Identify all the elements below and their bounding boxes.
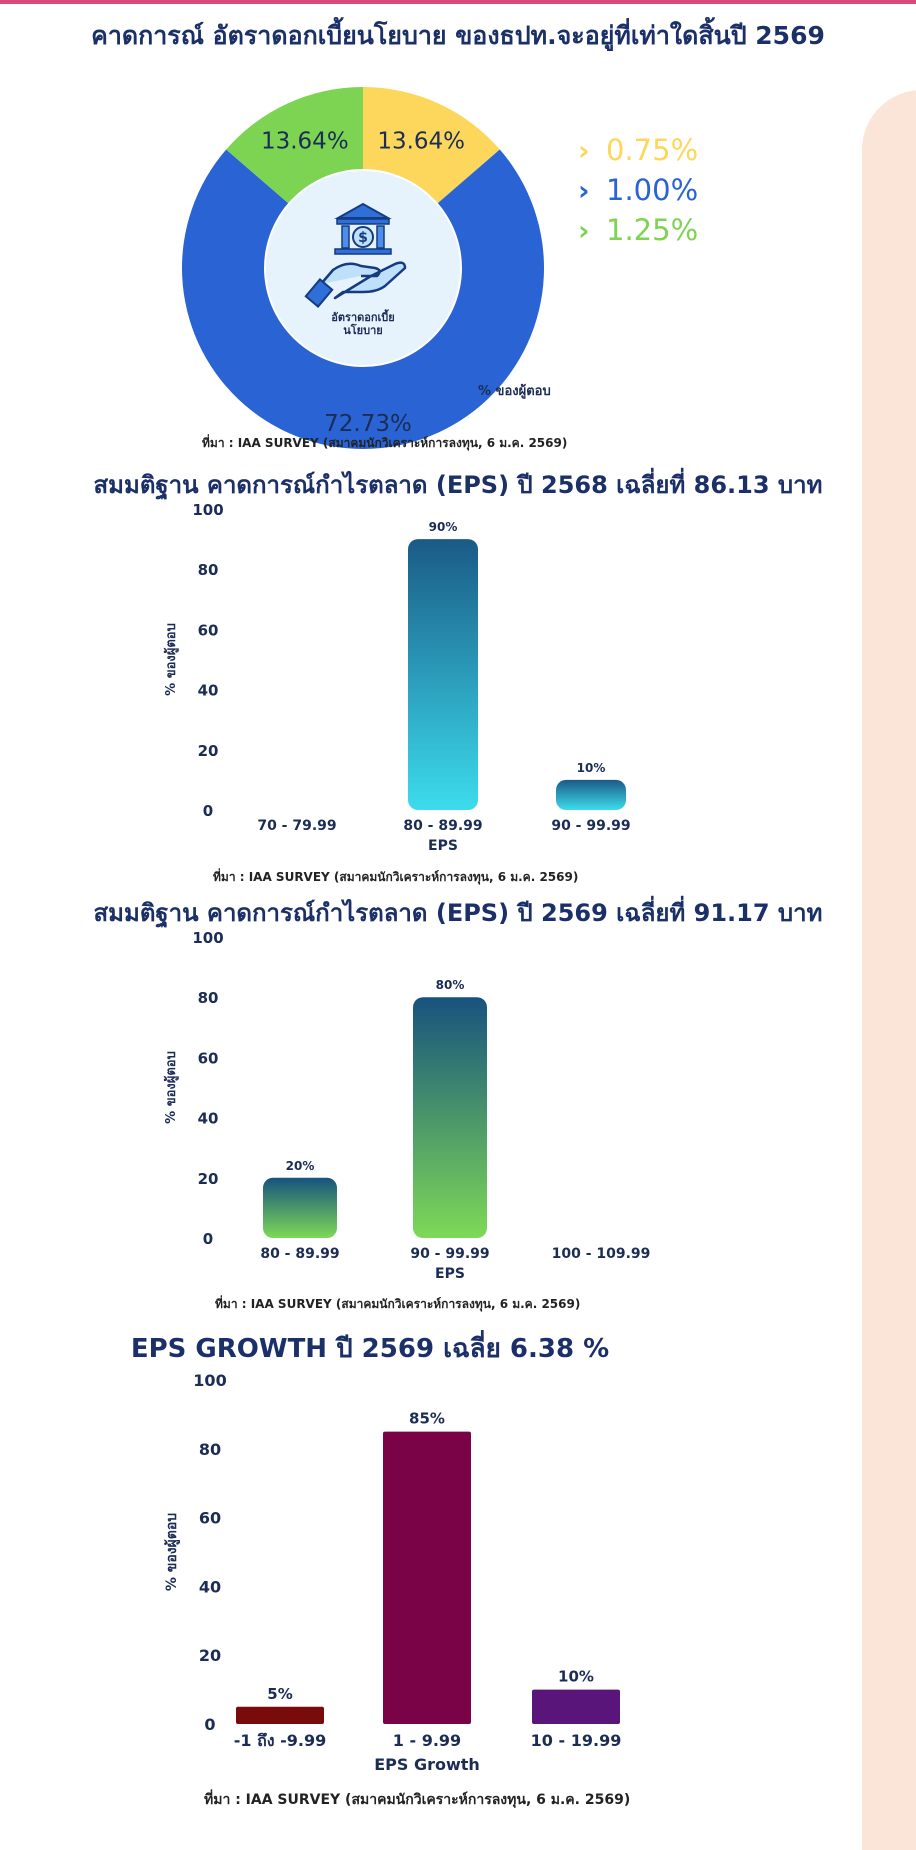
growth-bar-chart: 0 20 40 60 80 100 % ของผู้ตอบ 5% -1 ถึง -9.99 85%…	[164, 1371, 622, 1774]
donut-slice-label: 13.64%	[261, 129, 349, 155]
x-tick-label: 70 - 79.99	[257, 818, 336, 834]
legend-item-1.25%: 1.25%	[606, 213, 698, 247]
donut-title: คาดการณ์ อัตราดอกเบี้ยนโยบาย ของธปท.จะอย…	[91, 21, 825, 50]
y-tick-label: 20	[198, 1170, 219, 1188]
x-tick-label: 100 - 109.99	[552, 1246, 651, 1262]
top-accent-bar	[0, 0, 916, 4]
y-tick-label: 40	[198, 682, 219, 700]
donut-slice-0.75%	[363, 87, 500, 204]
y-tick-label: 80	[198, 561, 219, 579]
x-axis-label: EPS	[435, 1266, 465, 1282]
y-tick-label: 60	[198, 621, 219, 639]
donut-center-label: นโยบาย	[343, 323, 382, 337]
eps2568-title: สมมติฐาน คาดการณ์กำไรตลาด (EPS) ปี 2568 …	[93, 471, 823, 499]
y-tick-label: 40	[199, 1577, 221, 1596]
legend-marker-icon: ›	[578, 134, 590, 167]
bar-value-label: 5%	[267, 1685, 292, 1703]
x-tick-label: 80 - 89.99	[260, 1246, 339, 1262]
eps2569-title: สมมติฐาน คาดการณ์กำไรตลาด (EPS) ปี 2569 …	[93, 899, 823, 927]
donut-slice-label: 13.64%	[377, 129, 465, 155]
bar--1 ถึง -9.99	[236, 1706, 324, 1724]
y-tick-label: 40	[198, 1110, 219, 1128]
bar-80 - 89.99	[408, 539, 478, 810]
bar-1 - 9.99	[383, 1431, 471, 1724]
y-axis-label: % ของผู้ตอบ	[163, 623, 179, 696]
eps2569-bar-chart: 0 20 40 60 80 100 % ของผู้ตอบ 20% 80 - 89.99 80% 9…	[163, 929, 651, 1282]
bar-value-label: 10%	[577, 761, 606, 775]
y-axis-label: % ของผู้ตอบ	[164, 1513, 180, 1591]
y-tick-label: 60	[198, 1049, 219, 1067]
legend-marker-icon: ›	[578, 214, 590, 247]
y-tick-label: 100	[193, 1371, 226, 1390]
donut-slice-1.25%	[226, 87, 363, 204]
legend-marker-icon: ›	[578, 174, 590, 207]
y-tick-label: 80	[198, 989, 219, 1007]
x-tick-label: -1 ถึง -9.99	[234, 1731, 327, 1750]
donut-center-label: อัตราดอกเบี้ย	[331, 309, 394, 324]
donut-slice-1.00%	[181, 149, 544, 449]
y-tick-label: 60	[199, 1509, 221, 1528]
x-axis-label: EPS	[428, 838, 458, 854]
bar-90 - 99.99	[413, 997, 487, 1238]
bar-value-label: 10%	[558, 1668, 594, 1686]
eps2569-source: ที่มา : IAA SURVEY (สมาคมนักวิเคราะห์การ…	[215, 1297, 581, 1311]
legend-item-0.75%: 0.75%	[606, 133, 698, 167]
y-tick-label: 0	[204, 1715, 215, 1734]
growth-source: ที่มา : IAA SURVEY (สมาคมนักวิเคราะห์การ…	[204, 1792, 631, 1808]
x-tick-label: 10 - 19.99	[531, 1731, 622, 1750]
y-tick-label: 0	[203, 802, 213, 820]
y-tick-label: 80	[199, 1440, 221, 1459]
svg-text:$: $	[358, 230, 368, 246]
x-tick-label: 1 - 9.99	[393, 1731, 461, 1750]
bank-hand-icon: $	[304, 202, 407, 308]
y-tick-label: 0	[203, 1230, 213, 1248]
side-panel	[862, 90, 916, 1850]
bar-value-label: 80%	[436, 978, 465, 992]
x-tick-label: 90 - 99.99	[551, 818, 630, 834]
bar-10 - 19.99	[532, 1689, 620, 1724]
eps2568-bar-chart: 0 20 40 60 80 100 % ของผู้ตอบ 70 - 79.99 90% 80 -…	[163, 501, 631, 854]
legend-item-1.00%: 1.00%	[606, 173, 698, 207]
y-tick-label: 20	[199, 1646, 221, 1665]
bar-80 - 89.99	[263, 1177, 337, 1238]
y-tick-label: 20	[198, 742, 219, 760]
bar-90 - 99.99	[556, 779, 626, 810]
donut-source: ที่มา : IAA SURVEY (สมาคมนักวิเคราะห์การ…	[202, 436, 568, 450]
bar-value-label: 20%	[286, 1159, 315, 1173]
y-tick-label: 100	[192, 929, 223, 947]
eps2568-source: ที่มา : IAA SURVEY (สมาคมนักวิเคราะห์การ…	[213, 870, 579, 884]
bar-value-label: 90%	[429, 520, 458, 534]
donut-chart: 13.64% 72.73% 13.64% $ อัตราดอกเบี้ยนโยบาย › 0…	[181, 87, 698, 449]
growth-title: EPS GROWTH ปี 2569 เฉลี่ย 6.38 %	[130, 1334, 610, 1364]
y-axis-label: % ของผู้ตอบ	[163, 1051, 179, 1124]
y-tick-label: 100	[192, 501, 223, 519]
donut-slice-label: 72.73%	[324, 411, 412, 437]
bar-value-label: 85%	[409, 1410, 445, 1428]
x-tick-label: 80 - 89.99	[403, 818, 482, 834]
x-tick-label: 90 - 99.99	[410, 1246, 489, 1262]
donut-axis-note: % ของผู้ตอบ	[478, 383, 551, 399]
x-axis-label: EPS Growth	[374, 1755, 480, 1774]
